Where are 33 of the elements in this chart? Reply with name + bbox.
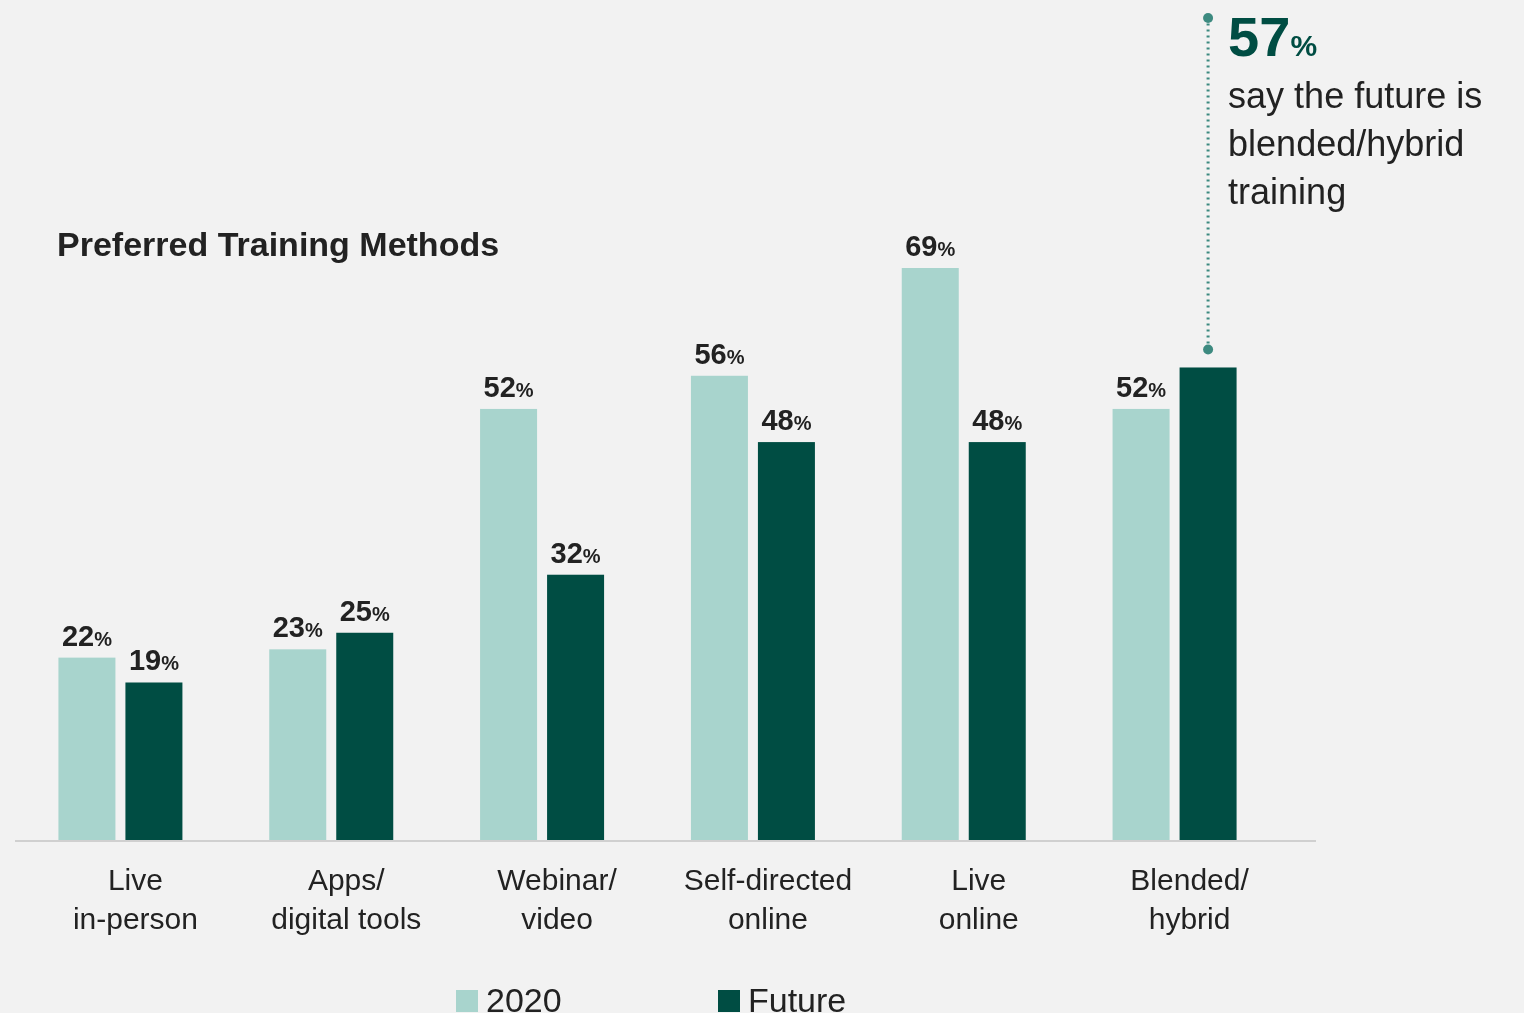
- annotation: 57% say the future is blended/hybrid training: [1228, 5, 1483, 212]
- x-tick-label: Webinar/ video: [497, 863, 618, 935]
- data-label: 69%: [905, 230, 956, 262]
- x-tick-label: Live in-person: [72, 863, 198, 935]
- data-label: 48%: [972, 404, 1023, 437]
- chart-title: Preferred Training Methods: [57, 225, 500, 263]
- bar: [125, 682, 183, 840]
- bar: [690, 375, 748, 840]
- bar: [1179, 367, 1237, 840]
- data-label: 48%: [761, 404, 812, 437]
- data-label: 25%: [339, 594, 390, 627]
- bar: [480, 408, 538, 840]
- bar: [757, 442, 815, 840]
- data-label: 56%: [694, 337, 745, 370]
- data-label: 19%: [128, 644, 180, 677]
- x-tick-label: Self-directed online: [683, 863, 853, 935]
- legend-label: Future: [748, 981, 847, 1013]
- data-label: 22%: [61, 619, 113, 652]
- x-tick-label: Apps/ digital tools: [271, 863, 422, 935]
- legend-label: 2020: [486, 981, 562, 1013]
- data-label: 52%: [1116, 370, 1167, 403]
- bar: [968, 442, 1026, 840]
- bar: [547, 574, 605, 840]
- bar: [1112, 408, 1170, 840]
- bar: [58, 657, 116, 840]
- bar: [901, 268, 959, 840]
- x-tick-label: Blended/ hybrid: [1130, 863, 1250, 935]
- data-label: 23%: [272, 611, 323, 644]
- data-label: 32%: [550, 536, 601, 569]
- x-tick-label: Live online: [938, 863, 1019, 935]
- bar: [336, 632, 394, 840]
- data-label: 52%: [483, 370, 534, 403]
- bar: [269, 649, 327, 840]
